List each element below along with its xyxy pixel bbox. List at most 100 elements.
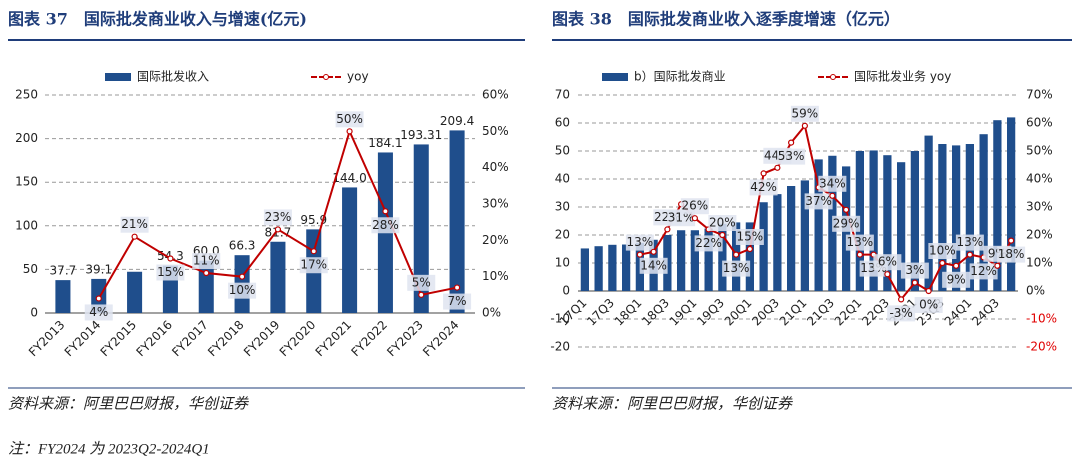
x-tick-label: FY2021 [313, 318, 355, 360]
bar [993, 120, 1002, 291]
bar [952, 145, 961, 291]
x-tick-label: FY2016 [133, 318, 175, 360]
line-marker [310, 248, 317, 255]
line-marker [131, 233, 138, 240]
y-tick-label: 250 [15, 88, 38, 102]
data-label: 53% [778, 149, 805, 163]
y2-tick-label: 40% [482, 160, 509, 174]
label-box [845, 234, 874, 251]
line-marker [911, 279, 918, 286]
y-tick-label: -10 [550, 312, 570, 326]
data-label: 18% [998, 247, 1025, 261]
line-marker [774, 164, 781, 171]
y2-tick-label: -10% [1026, 312, 1057, 326]
x-tick-label: 24Q3 [969, 296, 1002, 329]
label-box [625, 234, 654, 251]
label-box [263, 209, 292, 226]
y2-tick-label: 10% [1026, 256, 1053, 270]
line-marker [664, 226, 671, 233]
data-label: 4% [89, 305, 108, 319]
source: 资料来源：阿里巴巴财报，华创证券 [8, 395, 249, 412]
data-label: 10% [929, 244, 956, 258]
line-marker [719, 231, 726, 239]
data-label: 3% [905, 263, 924, 277]
label-box [832, 215, 861, 232]
y-tick-label: 0 [562, 284, 570, 298]
line-marker [346, 128, 353, 135]
data-label: 144.0 [332, 171, 366, 185]
y2-tick-label: 50% [482, 124, 509, 138]
chart-title: 图表 38 国际批发商业收入逐季度增速（亿元） [552, 10, 900, 29]
line-marker [203, 269, 210, 277]
data-label: 28% [372, 218, 399, 232]
bar [745, 222, 754, 291]
y-tick-label: 40 [555, 172, 570, 186]
x-tick-label: 20Q3 [749, 296, 782, 329]
data-label: 12% [970, 264, 997, 278]
line-marker [733, 251, 740, 258]
y-tick-label: 60 [555, 116, 570, 130]
bar [938, 144, 947, 291]
data-label: 13% [723, 261, 750, 275]
y2-tick-label: 10% [482, 269, 509, 283]
data-label: 13% [627, 235, 654, 249]
label-box [887, 305, 916, 322]
x-tick-label: 19Q1 [667, 296, 700, 329]
bar [759, 202, 768, 291]
x-tick-label: FY2023 [384, 318, 426, 360]
y2-tick-label: 30% [1026, 200, 1053, 214]
y2-tick-label: -20% [1026, 340, 1057, 354]
bar [800, 180, 809, 291]
data-label: 29% [833, 216, 860, 230]
data-label: 15% [157, 265, 184, 279]
label-box [900, 262, 929, 279]
y2-tick-label: 60% [482, 88, 509, 102]
x-tick-label: FY2019 [241, 318, 283, 360]
bar [127, 271, 143, 313]
line-marker [636, 251, 643, 258]
bar [608, 244, 617, 291]
y2-tick-label: 60% [1026, 116, 1053, 130]
x-tick-label: FY2024 [420, 318, 462, 360]
label-box [777, 148, 806, 165]
data-label: 23% [265, 210, 292, 224]
data-label: 37.7 [50, 264, 77, 278]
data-label: 15% [737, 230, 764, 244]
line-marker [898, 296, 905, 303]
y2-tick-label: 50% [1026, 144, 1053, 158]
y-tick-label: 150 [15, 175, 38, 189]
data-label: 37% [805, 194, 832, 208]
line-marker [829, 192, 836, 199]
label-box [914, 297, 943, 313]
legend-label: yoy [347, 70, 369, 84]
data-label: 17% [300, 258, 327, 272]
bar [690, 230, 699, 291]
y-tick-label: 200 [15, 131, 38, 145]
legend-label: 国际批发业务 yoy [854, 69, 951, 84]
line-marker [843, 206, 850, 213]
data-label: 0% [919, 298, 938, 312]
label-box [997, 246, 1026, 263]
x-tick-label: FY2017 [169, 318, 211, 360]
label-box [156, 264, 185, 281]
y2-tick-label: 40% [1026, 172, 1053, 186]
y-tick-label: 0 [30, 306, 38, 320]
line-marker [691, 215, 698, 222]
x-tick-label: 18Q1 [612, 296, 645, 329]
data-label: 66.3 [229, 239, 256, 253]
bar [897, 162, 906, 291]
label-box [680, 198, 709, 215]
y-tick-label: 30 [555, 200, 570, 214]
label-box [942, 271, 971, 288]
data-label: 26% [682, 199, 709, 213]
bar [814, 159, 823, 291]
line-marker [1008, 237, 1015, 244]
line-marker [801, 122, 808, 129]
legend-label: b）国际批发商业 [634, 69, 726, 84]
data-label: 9% [947, 272, 966, 286]
y-tick-label: 50 [23, 262, 38, 276]
data-label: 42% [750, 180, 777, 194]
y2-tick-label: 20% [482, 233, 509, 247]
bar [1007, 117, 1016, 292]
label-box [749, 179, 778, 196]
